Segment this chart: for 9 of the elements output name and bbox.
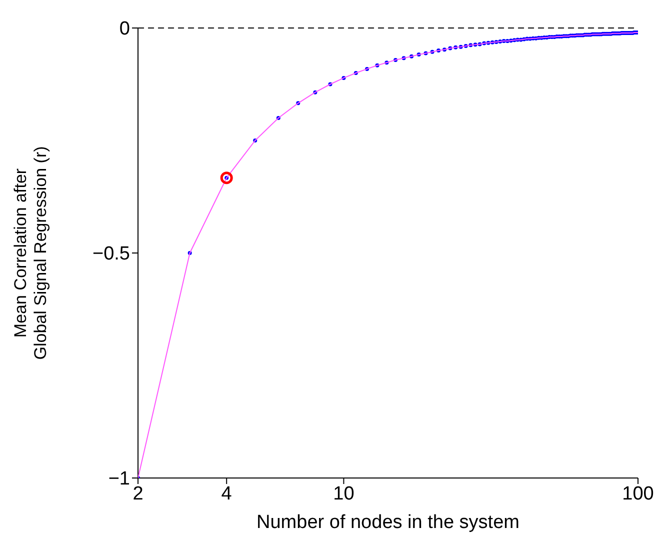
y-tick-label: −1 [108,468,130,490]
y-tick-label: 0 [119,18,130,40]
x-tick-label: 10 [333,483,354,504]
y-axis-title: Mean Correlation after Global Signal Regression (r) [11,146,50,360]
x-tick-label: 2 [132,483,144,504]
y-tick-label: −0.5 [92,244,130,265]
x-axis-title: Number of nodes in the system [256,512,520,533]
x-tick-label: 100 [622,483,654,504]
x-tick-label: 4 [221,483,232,504]
